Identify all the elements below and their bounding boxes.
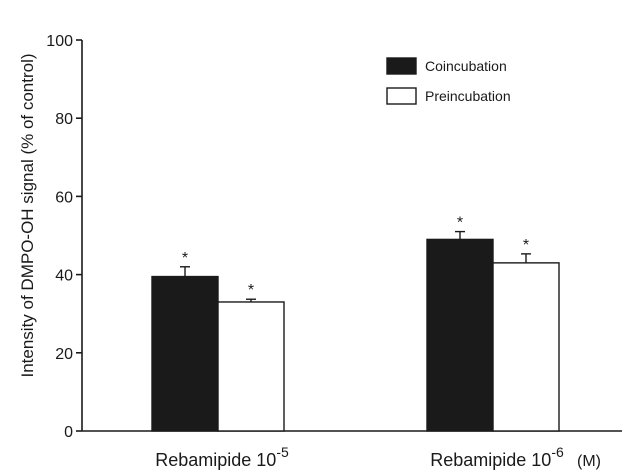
legend: Coincubation Preincubation bbox=[386, 57, 511, 105]
bar-preincubation-1 bbox=[217, 301, 285, 432]
legend-label-preincubation: Preincubation bbox=[425, 88, 511, 104]
y-tick-label: 40 bbox=[55, 268, 73, 285]
y-tick-label: 60 bbox=[55, 189, 73, 206]
significance-marker: * bbox=[182, 250, 188, 267]
significance-marker: * bbox=[523, 237, 529, 254]
y-axis-ticks: 0 20 40 60 80 100 bbox=[46, 33, 82, 441]
y-tick-label: 80 bbox=[55, 111, 73, 128]
unit-label: (M) bbox=[577, 453, 601, 470]
significance-marker: * bbox=[248, 282, 254, 299]
legend-label-coincubation: Coincubation bbox=[425, 58, 507, 74]
category-label-base: Rebamipide 10 bbox=[155, 450, 276, 470]
bars: * * * * bbox=[151, 215, 560, 432]
bar-preincubation-2 bbox=[492, 262, 560, 432]
category-labels: Rebamipide 10-5 Rebamipide 10-6 bbox=[155, 444, 564, 470]
category-label-exponent: -6 bbox=[551, 444, 564, 460]
legend-swatch-preincubation bbox=[386, 87, 417, 105]
y-tick-label: 100 bbox=[46, 33, 73, 50]
legend-swatch-coincubation bbox=[386, 57, 417, 75]
y-tick-label: 20 bbox=[55, 346, 73, 363]
category-label-base: Rebamipide 10 bbox=[430, 450, 551, 470]
bar-coincubation-2 bbox=[426, 238, 494, 432]
significance-marker: * bbox=[457, 215, 463, 232]
category-label-exponent: -5 bbox=[276, 444, 289, 460]
category-label-2: Rebamipide 10-6 bbox=[430, 444, 564, 470]
y-axis-label: Intensity of DMPO-OH signal (% of contro… bbox=[18, 53, 37, 377]
bar-coincubation-1 bbox=[151, 275, 219, 432]
category-label-1: Rebamipide 10-5 bbox=[155, 444, 289, 470]
y-tick-label: 0 bbox=[64, 424, 73, 441]
